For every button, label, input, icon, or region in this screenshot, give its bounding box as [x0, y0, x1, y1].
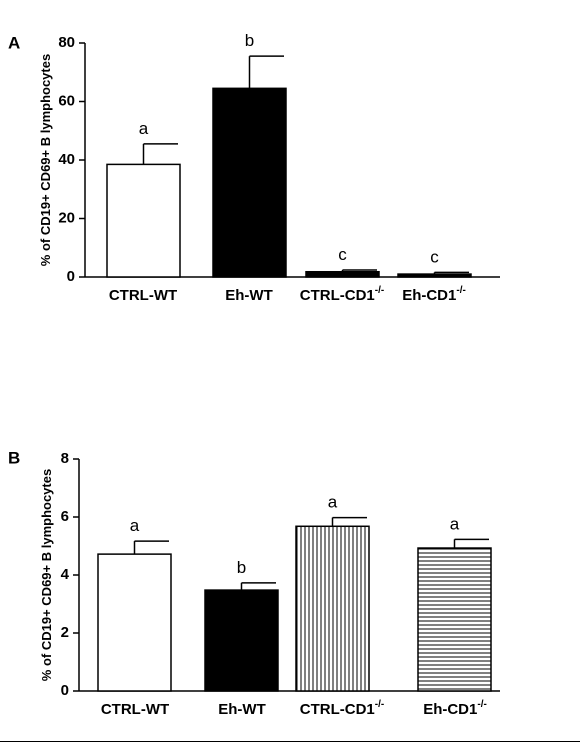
- panel-b-significance-label: a: [130, 516, 140, 535]
- panel-b-category-label: Eh-WT: [218, 701, 265, 718]
- panel-a-y-tick-label: 60: [58, 92, 75, 109]
- panel-b-significance-label: b: [237, 558, 246, 577]
- panel-b-significance-label: a: [328, 493, 338, 512]
- panel-b-y-tick-label: 8: [61, 450, 69, 467]
- panel-b-bar: [295, 525, 370, 692]
- panel-b-y-tick-label: 0: [61, 682, 69, 699]
- panel-a-significance-label: c: [430, 247, 439, 266]
- panel-b-y-tick-label: 4: [61, 566, 70, 583]
- panel-a-y-tick-label: 0: [67, 268, 75, 285]
- panel-a-bar: [106, 163, 181, 278]
- panel-a-category-label: Eh-CD1-/-: [402, 285, 466, 304]
- panel-b-category-label: CTRL-WT: [101, 701, 169, 718]
- panel-a-y-tick-label: 80: [58, 34, 75, 51]
- panel-a-bar: [397, 273, 472, 278]
- panel-a-significance-label: a: [139, 119, 149, 138]
- panel-b-letter: B: [8, 448, 20, 467]
- panel-a-y-axis-label: % of CD19+ CD69+ B lymphocytes: [38, 54, 53, 266]
- panel-a-letter: A: [8, 33, 20, 52]
- panel-a-y-tick-label: 20: [58, 209, 75, 226]
- panel-b-chart: B % of CD19+ CD69+ B lymphocytes 0 2 4 6 8 a CTR…: [8, 448, 500, 718]
- panel-a-category-label: Eh-WT: [225, 287, 272, 304]
- panel-a-category-label: CTRL-CD1-/-: [300, 285, 384, 304]
- panel-b-category-label: Eh-CD1-/-: [423, 699, 487, 718]
- panel-a-significance-label: b: [245, 31, 254, 50]
- panel-b-bar: [417, 547, 492, 692]
- panel-a-significance-label: c: [338, 245, 347, 264]
- panel-b-y-tick-label: 6: [61, 508, 69, 525]
- bottom-rule: [0, 741, 580, 742]
- panel-a-bar: [305, 270, 380, 278]
- panel-a-category-label: CTRL-WT: [109, 287, 177, 304]
- panel-a-chart: A % of CD19+ CD69+ B lymphocytes 0 20 40 60 80…: [8, 31, 500, 304]
- panel-b-bar: [97, 553, 172, 692]
- panel-b-bar: [204, 589, 279, 692]
- panel-a-bar: [212, 87, 287, 278]
- panel-b-category-label: CTRL-CD1-/-: [300, 699, 384, 718]
- panel-a-y-tick-label: 40: [58, 151, 75, 168]
- panel-b-y-tick-label: 2: [61, 624, 69, 641]
- panel-b-y-axis-label: % of CD19+ CD69+ B lymphocytes: [39, 469, 54, 681]
- panel-b-significance-label: a: [450, 514, 460, 533]
